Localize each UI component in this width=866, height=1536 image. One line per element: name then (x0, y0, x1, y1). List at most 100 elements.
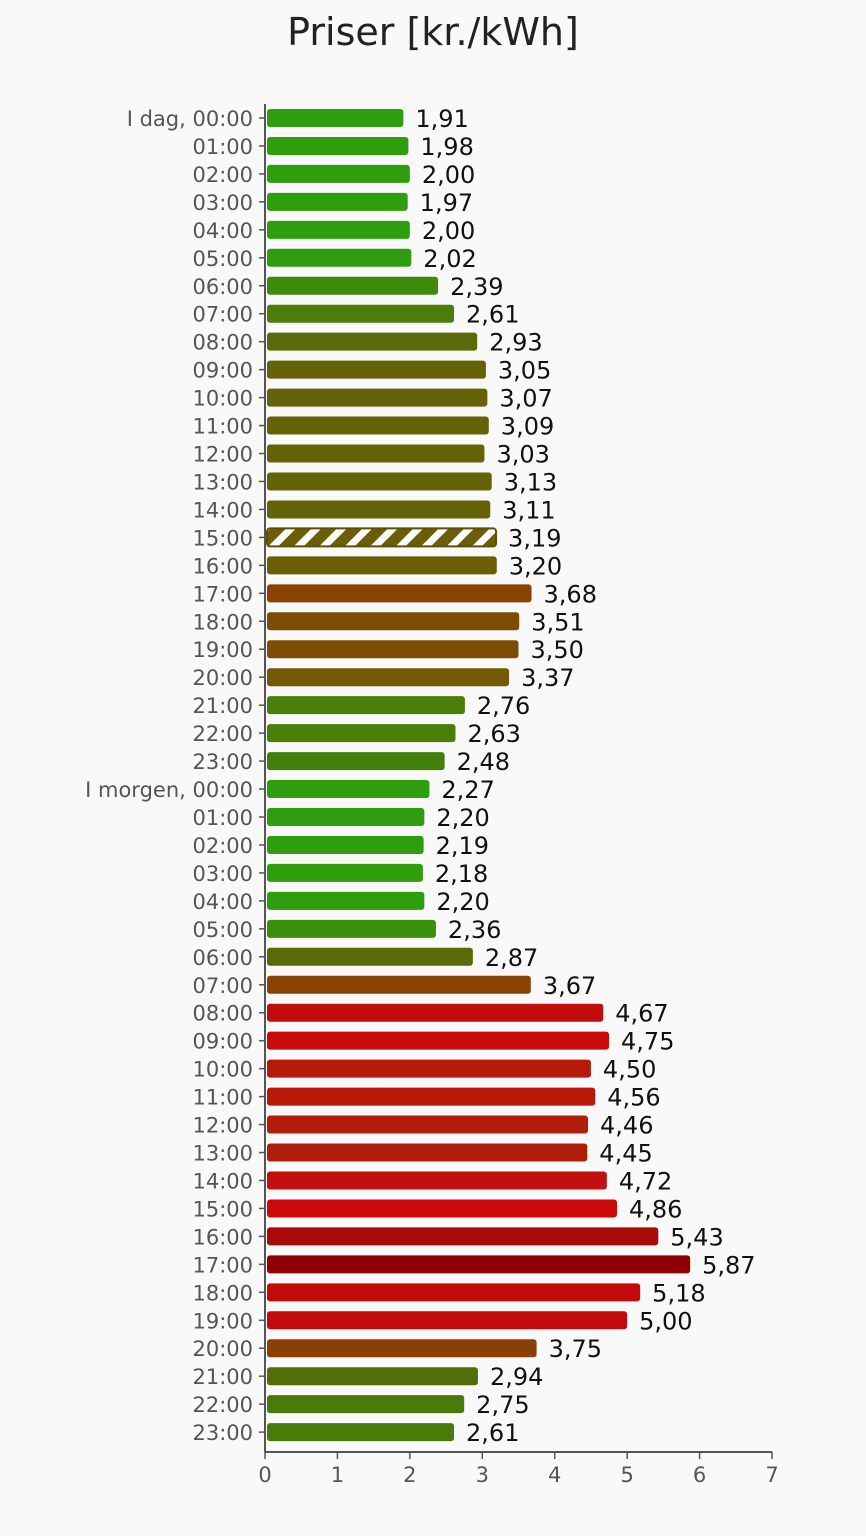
bar (267, 835, 424, 854)
value-label: 2,00 (422, 161, 475, 189)
category-label: 10:00 (192, 387, 253, 411)
bar (267, 891, 425, 910)
bar (267, 1199, 618, 1218)
bar (267, 472, 492, 491)
category-label: 14:00 (192, 498, 253, 522)
value-label: 3,07 (499, 385, 552, 413)
bar (267, 1311, 628, 1330)
category-label: 17:00 (192, 582, 253, 606)
category-label: 23:00 (192, 1421, 253, 1445)
category-label: 13:00 (192, 1142, 253, 1166)
x-tick-label: 2 (403, 1463, 416, 1487)
category-label: 18:00 (192, 610, 253, 634)
bar (267, 332, 478, 351)
bar (267, 1255, 691, 1274)
category-label: 11:00 (192, 415, 253, 439)
category-label: 02:00 (192, 834, 253, 858)
bar (267, 1003, 604, 1022)
category-label: 13:00 (192, 470, 253, 494)
value-label: 2,19 (436, 832, 489, 860)
category-label: 11:00 (192, 1086, 253, 1110)
bar (267, 863, 423, 882)
category-label: 23:00 (192, 750, 253, 774)
category-label: 07:00 (192, 974, 253, 998)
bar (267, 1367, 478, 1386)
value-label: 5,18 (652, 1279, 705, 1307)
bar (267, 919, 436, 938)
value-label: 4,86 (629, 1195, 682, 1223)
value-label: 2,61 (466, 301, 519, 329)
bar (267, 1395, 465, 1414)
category-label: 03:00 (192, 191, 253, 215)
value-label: 3,75 (549, 1335, 602, 1363)
category-label: 12:00 (192, 443, 253, 467)
value-label: 4,46 (600, 1112, 653, 1140)
bar (267, 584, 532, 603)
value-label: 4,56 (607, 1084, 660, 1112)
value-label: 5,00 (639, 1307, 692, 1335)
value-label: 2,87 (485, 944, 538, 972)
bar (267, 947, 473, 966)
value-label: 3,68 (544, 580, 597, 608)
category-label: 19:00 (192, 1309, 253, 1333)
bar (267, 1031, 610, 1050)
bar (267, 136, 409, 155)
value-label: 2,75 (476, 1391, 529, 1419)
category-label: 04:00 (192, 219, 253, 243)
bar (267, 304, 455, 323)
bar (267, 1227, 659, 1246)
value-label: 2,93 (489, 329, 542, 357)
value-label: 4,75 (621, 1028, 674, 1056)
bar (267, 724, 456, 743)
bar (267, 1087, 596, 1106)
value-label: 3,20 (509, 552, 562, 580)
category-label: 22:00 (192, 722, 253, 746)
value-label: 2,48 (457, 748, 510, 776)
category-label: 16:00 (192, 1225, 253, 1249)
bar (267, 556, 497, 575)
value-label: 4,50 (603, 1056, 656, 1084)
bar (267, 164, 410, 183)
category-label: 15:00 (192, 526, 253, 550)
category-label: 06:00 (192, 275, 253, 299)
value-label: 2,63 (467, 720, 520, 748)
value-label: 5,43 (670, 1223, 723, 1251)
bar (267, 696, 465, 715)
bars-group: 1,911,982,001,972,002,022,392,612,933,05… (266, 105, 756, 1447)
category-label: 09:00 (192, 359, 253, 383)
bar (267, 752, 445, 771)
bar (267, 220, 410, 239)
x-tick-label: 6 (693, 1463, 706, 1487)
bar (267, 109, 404, 127)
bar (267, 500, 491, 519)
bar (267, 1423, 455, 1442)
value-label: 4,67 (615, 1000, 668, 1028)
value-label: 2,20 (436, 888, 489, 916)
category-label: 06:00 (192, 946, 253, 970)
value-label: 4,45 (599, 1140, 652, 1168)
category-label: 09:00 (192, 1030, 253, 1054)
bar (267, 248, 412, 267)
value-label: 3,50 (531, 636, 584, 664)
value-label: 4,72 (619, 1167, 672, 1195)
category-label: 05:00 (192, 247, 253, 271)
bar (267, 612, 520, 631)
category-label: 01:00 (192, 806, 253, 830)
value-label: 2,18 (435, 860, 488, 888)
category-label: I dag, 00:00 (127, 107, 253, 131)
value-label: 2,36 (448, 916, 501, 944)
bar (267, 808, 425, 826)
category-label: 20:00 (192, 666, 253, 690)
x-tick-label: 1 (331, 1463, 344, 1487)
category-label: 22:00 (192, 1393, 253, 1417)
category-label: 19:00 (192, 638, 253, 662)
value-label: 2,39 (450, 273, 503, 301)
bar (267, 444, 485, 463)
value-label: 5,87 (702, 1251, 755, 1279)
category-label: I morgen, 00:00 (85, 778, 253, 802)
bar (267, 192, 408, 211)
category-label: 08:00 (192, 331, 253, 355)
value-label: 3,51 (531, 608, 584, 636)
category-label: 05:00 (192, 918, 253, 942)
